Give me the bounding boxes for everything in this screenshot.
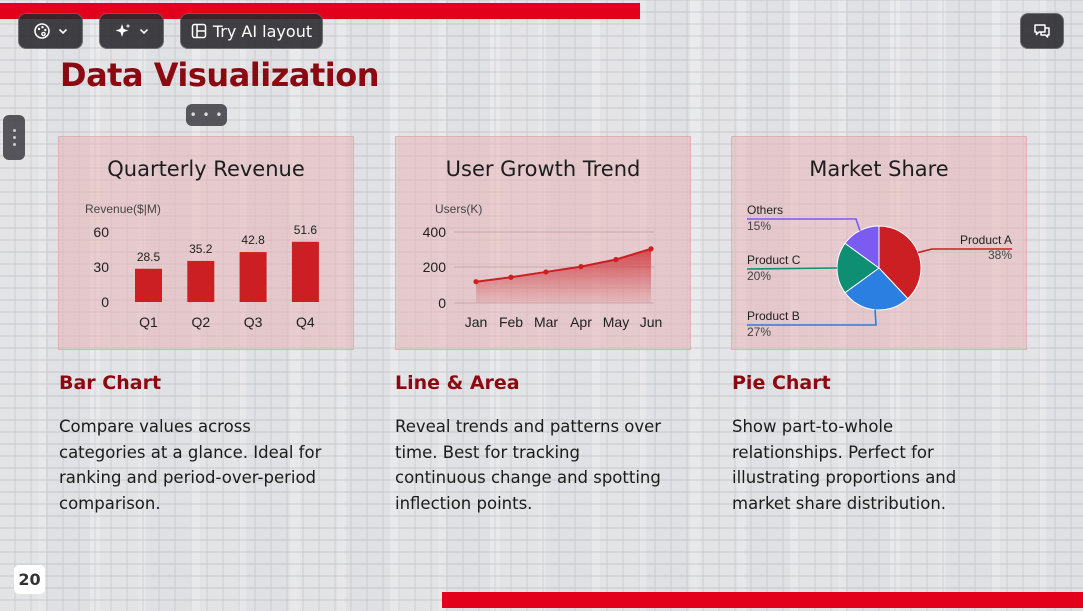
data-point-jan bbox=[473, 279, 479, 285]
bar-value-label: 28.5 bbox=[137, 250, 161, 264]
pie-chart: Product A38% Product B 27% Product C 20% Othe… bbox=[746, 203, 1012, 339]
chart-title: User Growth Trend bbox=[445, 157, 641, 181]
slice-percent-label: 27% bbox=[747, 325, 771, 339]
pie-chart-card: Market Share Product A 38% Product B 27% Pro… bbox=[731, 136, 1027, 350]
comments-button[interactable] bbox=[1020, 13, 1064, 49]
y-tick-label: 0 bbox=[438, 295, 446, 311]
data-point-mar bbox=[543, 269, 549, 275]
bar-q4 bbox=[291, 241, 319, 302]
chart-title: Quarterly Revenue bbox=[107, 157, 305, 181]
x-tick-label: Feb bbox=[499, 314, 523, 330]
section-description-pie: Show part-to-whole relationships. Perfect… bbox=[732, 417, 957, 513]
line-chart-card: User Growth Trend Users(K) 400 200 0 Jan Feb M… bbox=[395, 136, 691, 350]
data-point-jun bbox=[648, 246, 654, 252]
bar-value-label: 42.8 bbox=[241, 233, 265, 247]
y-tick-label: 400 bbox=[423, 224, 447, 240]
series-line bbox=[475, 247, 652, 283]
try-ai-layout-button[interactable]: Try AI layout bbox=[180, 13, 323, 49]
x-tick-label: Jan bbox=[465, 314, 488, 330]
comments-icon bbox=[1033, 22, 1051, 40]
section-heading-line: Line & Area bbox=[395, 372, 520, 394]
data-point-may bbox=[613, 256, 619, 263]
slice-percent-label: 20% bbox=[747, 269, 771, 283]
side-drag-handle[interactable] bbox=[3, 115, 25, 160]
y-tick-label: 30 bbox=[93, 259, 109, 275]
bar-q2 bbox=[187, 260, 215, 302]
slice-percent-label: 38% bbox=[988, 248, 1012, 262]
section-description-line: Reveal trends and patterns over time. Bes… bbox=[395, 417, 662, 513]
y-tick-label: 0 bbox=[101, 294, 109, 310]
layout-icon bbox=[191, 23, 207, 39]
bar-chart-card: Quarterly Revenue Revenue($|M) 60 30 0 28.5 Q… bbox=[58, 136, 354, 350]
data-point-apr bbox=[578, 264, 584, 270]
x-tick-label: Mar bbox=[534, 314, 558, 330]
section-heading-pie: Pie Chart bbox=[732, 372, 831, 394]
try-ai-layout-label: Try AI layout bbox=[212, 21, 313, 41]
bar-chart: Revenue($|M) 60 30 0 28.5 Q1 35.2 Q2 42.8 Q3 51.6 Q… bbox=[85, 202, 319, 330]
section-description-bar: Compare values across categories at a gla… bbox=[59, 417, 322, 513]
area-fill bbox=[476, 248, 651, 303]
x-tick-label: Jun bbox=[640, 314, 663, 330]
x-tick-label: Apr bbox=[570, 314, 592, 330]
leader-line bbox=[747, 218, 861, 231]
bar-value-label: 35.2 bbox=[189, 242, 213, 256]
x-tick-label: Q1 bbox=[139, 314, 158, 330]
slice-label: Product C bbox=[747, 253, 801, 267]
x-tick-label: May bbox=[603, 314, 629, 330]
y-axis-label: Users(K) bbox=[435, 202, 482, 216]
line-chart: Users(K) 400 200 0 Jan Feb Mar Apr May Jun bbox=[423, 202, 663, 330]
chevron-down-icon bbox=[57, 25, 69, 37]
page-title: Data Visualization bbox=[60, 56, 379, 94]
drag-handle[interactable]: • • • bbox=[186, 104, 227, 126]
x-tick-label: Q4 bbox=[296, 314, 315, 330]
bar-q3 bbox=[239, 252, 267, 302]
pie-slice-product-a bbox=[878, 225, 922, 300]
bar-value-label: 51.6 bbox=[294, 223, 318, 237]
leader-line bbox=[746, 267, 838, 270]
theme-button[interactable] bbox=[18, 13, 83, 49]
y-tick-label: 60 bbox=[93, 224, 109, 240]
chart-title: Market Share bbox=[809, 157, 949, 181]
data-point-feb bbox=[508, 274, 514, 280]
palette-icon bbox=[33, 22, 51, 40]
y-tick-label: 200 bbox=[423, 259, 447, 275]
slice-label: Others bbox=[747, 203, 783, 217]
ai-tools-button[interactable] bbox=[99, 13, 164, 49]
slice-label: Product A bbox=[960, 233, 1012, 247]
x-tick-label: Q3 bbox=[244, 314, 263, 330]
leader-line bbox=[917, 248, 1012, 254]
y-axis-label: Revenue($|M) bbox=[85, 202, 161, 216]
bar-q1 bbox=[135, 268, 162, 302]
page-number-badge: 20 bbox=[14, 565, 45, 594]
sparkle-icon bbox=[114, 22, 132, 40]
bottom-accent-bar bbox=[442, 592, 1083, 608]
leader-line bbox=[747, 309, 877, 326]
section-heading-bar: Bar Chart bbox=[59, 372, 162, 394]
slice-label: Product B bbox=[747, 309, 800, 323]
x-tick-label: Q2 bbox=[191, 314, 210, 330]
chevron-down-icon bbox=[138, 25, 150, 37]
slice-percent-label: 15% bbox=[747, 219, 771, 233]
